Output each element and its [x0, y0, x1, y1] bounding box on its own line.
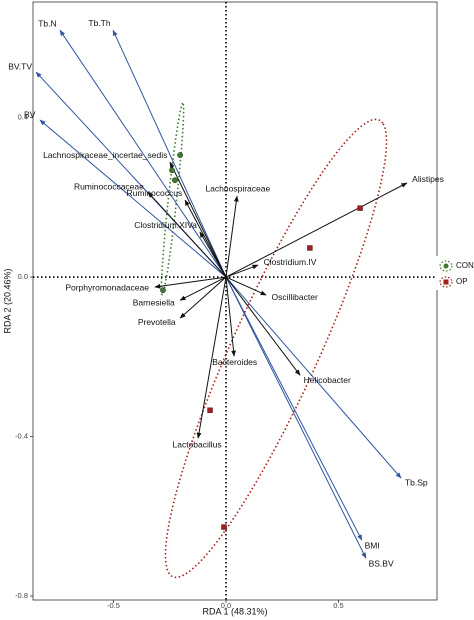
arrow-label: BS.BV	[369, 559, 394, 569]
point	[221, 524, 227, 530]
arrow	[225, 276, 301, 376]
arrow-label: Lactobacillus	[173, 439, 222, 449]
x-tick-label: 0.0	[221, 601, 231, 610]
arrow	[179, 276, 227, 319]
arrow-label: Alistipes	[412, 174, 444, 184]
arrow-label: Clostridium.XIVa	[134, 220, 197, 230]
arrow-label: Prevotella	[138, 317, 176, 327]
arrow-label: BV	[24, 110, 36, 120]
arrow	[199, 231, 227, 278]
arrow	[225, 276, 402, 479]
arrow-label: Ruminococcaceae	[74, 181, 144, 191]
x-axis-label: RDA 1 (48.31%)	[202, 606, 267, 616]
arrow	[112, 29, 227, 278]
arrow	[196, 276, 227, 439]
y-tick-label: 0.0	[18, 272, 28, 281]
arrow-label: Tb.N	[38, 19, 56, 29]
arrow-label: Porphyromonadaceae	[65, 282, 149, 292]
point	[207, 407, 213, 413]
arrow-label: Barnesiella	[133, 298, 175, 308]
y-axis-label: RDA 2 (20.46%)	[2, 268, 12, 333]
point	[169, 167, 175, 174]
arrow	[169, 161, 227, 278]
arrow	[225, 277, 236, 357]
legend-label: CON	[456, 261, 474, 270]
legend-marker	[443, 279, 449, 285]
arrow-label: Clostridium.IV	[264, 257, 317, 267]
point	[307, 245, 313, 251]
y-tick-label: -0.8	[15, 591, 28, 600]
point	[177, 152, 184, 158]
y-tick-label: 0.4	[18, 113, 28, 122]
arrow	[225, 276, 267, 296]
arrow-label: Lachnospiraceae_incertae_sedis	[43, 150, 167, 160]
arrow-label: Tb.Sp	[405, 478, 428, 488]
arrow-label: Tb.Th	[88, 18, 110, 28]
legend-key	[439, 260, 453, 272]
arrow-label: Helicobacter	[304, 375, 351, 385]
arrow	[225, 195, 239, 278]
legend-marker	[443, 263, 449, 269]
arrow-label: BV.TV	[8, 61, 32, 71]
arrow	[225, 264, 259, 278]
y-tick-label: -0.4	[15, 432, 28, 441]
arrow-label: BMI	[365, 541, 380, 551]
arrow	[225, 182, 408, 278]
arrow-label: Bacteroides	[212, 357, 257, 367]
arrow	[59, 29, 227, 278]
arrow	[225, 276, 363, 541]
arrow	[39, 119, 227, 278]
arrow	[154, 276, 227, 289]
x-tick-label: -0.5	[107, 601, 120, 610]
ellipse	[160, 102, 185, 296]
legend-label: OP	[456, 277, 468, 286]
arrow	[184, 199, 227, 278]
plot-frame	[32, 1, 438, 601]
point	[172, 177, 178, 184]
arrow-label: Oscillibacter	[272, 292, 318, 302]
point	[357, 205, 363, 211]
arrow	[147, 191, 227, 278]
arrow	[225, 276, 367, 559]
ellipse	[164, 118, 388, 579]
legend-key	[439, 276, 453, 288]
arrow	[179, 276, 227, 301]
x-tick-label: 0.5	[333, 601, 343, 610]
arrow-label: Ruminococcus	[126, 188, 182, 198]
arrow-label: Lachnospiraceae	[205, 183, 270, 193]
point	[160, 287, 166, 294]
